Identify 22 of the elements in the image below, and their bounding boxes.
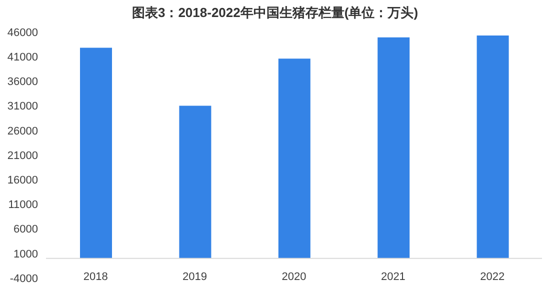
chart-title: 图表3：2018-2022年中国生猪存栏量(单位：万头) <box>130 4 420 22</box>
y-tick-label: 21000 <box>7 150 38 162</box>
x-tick-label: 2018 <box>83 270 108 283</box>
y-tick-label: 36000 <box>7 76 38 88</box>
x-tick-label: 2021 <box>380 270 406 283</box>
bar <box>476 35 509 258</box>
y-tick-label: 46000 <box>7 26 38 39</box>
bar <box>278 58 310 258</box>
y-tick-label: 41000 <box>7 52 38 64</box>
bar <box>179 106 212 258</box>
y-tick-label: -4000 <box>10 272 38 285</box>
bar <box>80 48 112 258</box>
y-tick-label: 16000 <box>7 174 38 187</box>
x-tick-label: 2019 <box>182 270 208 283</box>
bar <box>378 37 410 258</box>
y-tick-label: 11000 <box>8 199 38 212</box>
y-tick-label: 26000 <box>7 125 38 138</box>
y-tick-label: 6000 <box>14 224 38 236</box>
x-tick-label: 2020 <box>282 270 306 283</box>
y-tick-label: 1000 <box>14 248 38 260</box>
x-tick-label: 2022 <box>480 270 505 283</box>
y-tick-label: 31000 <box>7 100 38 113</box>
